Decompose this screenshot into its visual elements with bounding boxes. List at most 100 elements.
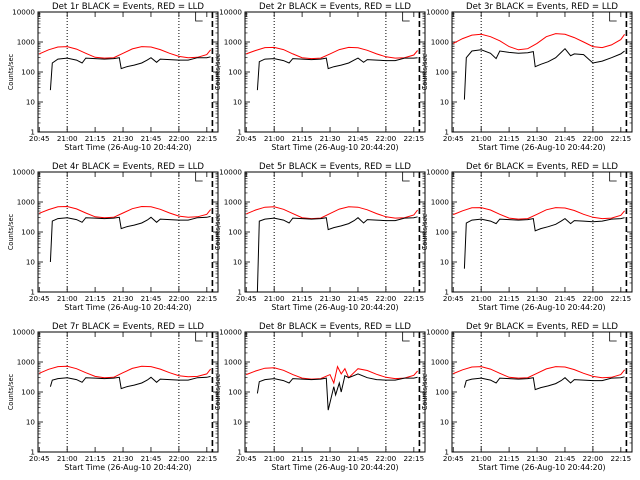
x-tick-label: 21:45 [555, 454, 576, 463]
x-tick-label: 21:45 [141, 134, 162, 143]
y-tick-label: 1 [444, 288, 449, 297]
panel-det-6: Det 6r BLACK = Events, RED = LLD 1 10 100 10… [421, 162, 633, 312]
x-tick-label: 22:00 [376, 134, 397, 143]
y-tick-label: 100 [435, 68, 449, 77]
series-line [49, 215, 211, 263]
x-tick-label: 21:00 [471, 294, 492, 303]
x-tick-label: 22:15 [610, 294, 631, 303]
series-line [246, 46, 418, 60]
x-tick-label: 21:00 [471, 134, 492, 143]
plot-frame [244, 171, 426, 293]
y-tick-label: 10000 [219, 328, 242, 337]
y-tick-label: 10000 [12, 8, 35, 17]
y-tick-label: 10 [26, 258, 36, 267]
x-tick-label: 20:45 [29, 134, 50, 143]
y-tick-label: 100 [228, 228, 242, 237]
interval-bracket [195, 12, 203, 22]
series-line [246, 206, 418, 220]
y-tick-label: 1000 [17, 198, 36, 207]
panel-title: Det 9r BLACK = Events, RED = LLD [466, 322, 618, 332]
x-axis-label: Start Time (26-Aug-10 20:44:20) [64, 303, 191, 312]
x-tick-label: 21:30 [113, 294, 134, 303]
x-tick-label: 21:00 [264, 454, 285, 463]
x-tick-label: 22:15 [403, 134, 424, 143]
y-tick-label: 1 [30, 288, 35, 297]
y-axis-label: Counts/sec [421, 373, 429, 410]
x-tick-label: 21:00 [57, 294, 78, 303]
plot-frame [451, 11, 633, 133]
y-tick-label: 10000 [426, 8, 449, 17]
x-tick-label: 22:00 [376, 294, 397, 303]
panel-title: Det 1r BLACK = Events, RED = LLD [52, 2, 204, 12]
x-tick-label: 21:15 [292, 454, 313, 463]
x-tick-label: 21:45 [141, 454, 162, 463]
x-tick-label: 22:15 [196, 134, 217, 143]
x-tick-label: 22:00 [583, 454, 604, 463]
series-line [463, 47, 625, 100]
interval-bracket [402, 12, 410, 22]
x-tick-label: 21:30 [527, 294, 548, 303]
x-tick-label: 21:45 [555, 294, 576, 303]
panel-det-3: Det 3r BLACK = Events, RED = LLD 1 10 100 10… [421, 2, 633, 152]
panel-title: Det 3r BLACK = Events, RED = LLD [466, 2, 618, 12]
panel-title: Det 2r BLACK = Events, RED = LLD [259, 2, 411, 12]
y-tick-label: 1000 [17, 38, 36, 47]
y-tick-label: 1000 [224, 38, 243, 47]
series-line [256, 373, 418, 411]
panel-title: Det 4r BLACK = Events, RED = LLD [52, 162, 204, 172]
x-tick-label: 21:00 [264, 294, 285, 303]
panel-det-7: Det 7r BLACK = Events, RED = LLD 1 10 100 10… [7, 322, 219, 472]
y-axis-label: Counts/sec [421, 53, 429, 90]
interval-bracket [402, 332, 410, 342]
y-tick-label: 1000 [17, 358, 36, 367]
y-axis-label: Counts/sec [214, 53, 222, 90]
x-tick-label: 22:15 [403, 294, 424, 303]
x-tick-label: 22:00 [169, 134, 190, 143]
x-tick-label: 21:00 [471, 454, 492, 463]
plot-frame [37, 331, 219, 453]
y-tick-label: 100 [21, 228, 35, 237]
series-line [453, 366, 625, 379]
x-tick-label: 21:45 [348, 294, 369, 303]
series-line [256, 57, 418, 91]
series-line [39, 365, 211, 379]
series-line [49, 56, 211, 91]
x-tick-label: 21:15 [85, 294, 106, 303]
series-line [256, 216, 418, 293]
x-tick-label: 21:30 [527, 134, 548, 143]
interval-bracket [609, 12, 617, 22]
y-tick-label: 10 [26, 418, 36, 427]
y-tick-label: 100 [228, 388, 242, 397]
x-tick-label: 21:15 [499, 134, 520, 143]
y-axis-label: Counts/sec [7, 213, 15, 250]
x-axis-label: Start Time (26-Aug-10 20:44:20) [271, 303, 398, 312]
x-tick-label: 22:15 [196, 454, 217, 463]
x-tick-label: 21:15 [499, 294, 520, 303]
x-tick-label: 21:45 [348, 454, 369, 463]
interval-bracket [195, 332, 203, 342]
y-axis-label: Counts/sec [214, 373, 222, 410]
interval-bracket [402, 172, 410, 182]
plot-frame [37, 171, 219, 293]
x-tick-label: 22:00 [583, 294, 604, 303]
x-tick-label: 20:45 [443, 454, 464, 463]
y-tick-label: 10000 [426, 328, 449, 337]
y-tick-label: 1 [237, 128, 242, 137]
x-axis-label: Start Time (26-Aug-10 20:44:20) [64, 463, 191, 472]
x-tick-label: 20:45 [443, 134, 464, 143]
x-tick-label: 21:00 [264, 134, 285, 143]
x-axis-label: Start Time (26-Aug-10 20:44:20) [271, 143, 398, 152]
series-line [39, 46, 211, 59]
x-tick-label: 22:00 [169, 294, 190, 303]
x-tick-label: 20:45 [236, 454, 257, 463]
panel-det-5: Det 5r BLACK = Events, RED = LLD 1 10 100 10… [214, 162, 426, 312]
y-tick-label: 100 [21, 388, 35, 397]
x-tick-label: 21:15 [85, 134, 106, 143]
y-tick-label: 10000 [219, 168, 242, 177]
interval-bracket [195, 172, 203, 182]
y-tick-label: 100 [435, 228, 449, 237]
y-tick-label: 10000 [219, 8, 242, 17]
plot-frame [451, 331, 633, 453]
y-tick-label: 1000 [431, 358, 450, 367]
